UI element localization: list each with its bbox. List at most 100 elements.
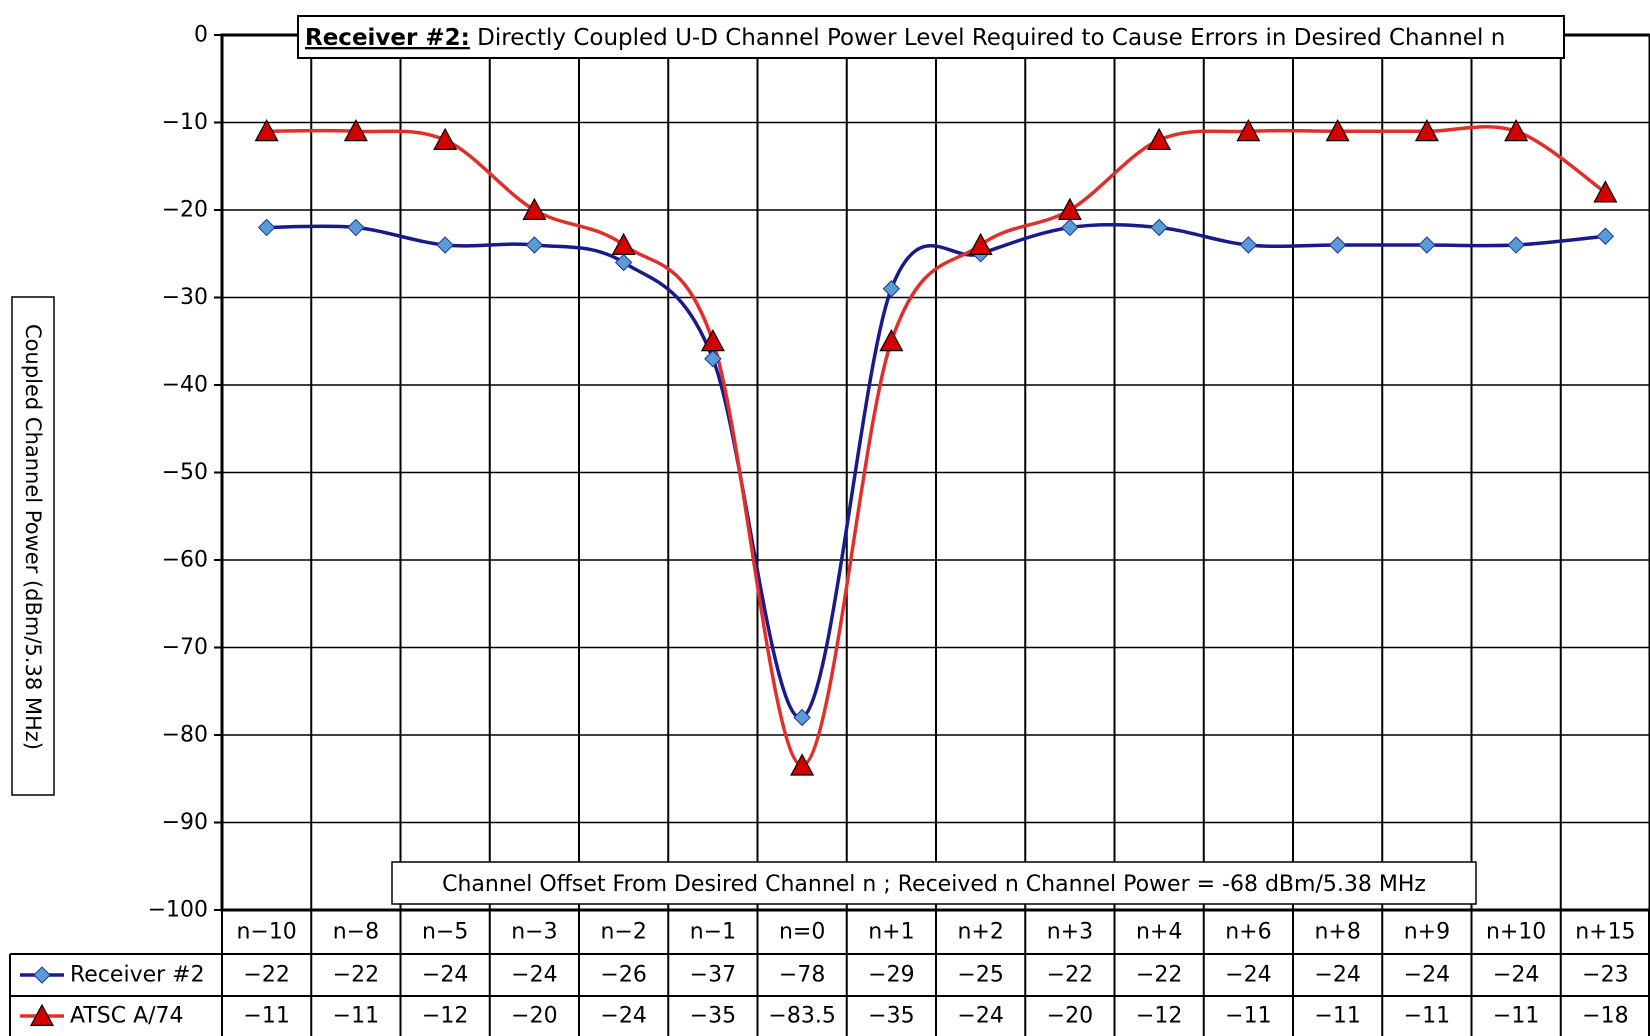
y-tick-label: −40	[162, 373, 208, 398]
y-tick-label: −20	[162, 198, 208, 223]
data-table-values: −22 −22 −24 −24 −26 −37 −78 −29 −25 −22 −22 −24 −24 −…	[243, 963, 1628, 1029]
x-tick-label: n−10	[236, 920, 296, 945]
series-0-point	[1239, 236, 1258, 254]
data-label: −83.5	[768, 1004, 835, 1029]
series-0-point	[704, 350, 722, 368]
series-0-point	[525, 236, 544, 254]
y-tick-label: −10	[162, 110, 208, 135]
series-0-point	[1150, 218, 1168, 237]
y-tick-label: 0	[194, 23, 208, 48]
y-axis-label-box: Coupled Channel Power (dBm/5.38 MHz)	[11, 296, 55, 796]
series-1-point	[879, 328, 904, 352]
series-0-point	[1418, 236, 1436, 254]
data-label: −24	[1493, 963, 1539, 988]
data-label: −24	[1404, 963, 1450, 988]
series-1-point	[968, 232, 993, 255]
data-label: −24	[511, 963, 557, 988]
data-label: −20	[511, 1004, 557, 1029]
series-0-point	[1061, 218, 1079, 237]
series-0-point	[257, 218, 276, 237]
data-label: −11	[243, 1004, 289, 1029]
x-tick-label: n+6	[1225, 920, 1271, 945]
x-tick-label: n+9	[1404, 920, 1450, 945]
data-label: −35	[690, 1004, 736, 1029]
data-label: −23	[1582, 963, 1628, 988]
data-label: −24	[1314, 963, 1360, 988]
x-tick-label: n−2	[600, 920, 646, 945]
x-tick-label: n−8	[333, 920, 379, 945]
x-tick-label: n+4	[1136, 920, 1182, 945]
series-1-point	[1414, 118, 1439, 142]
series-1-point	[1147, 127, 1172, 150]
data-label: −20	[1047, 1004, 1093, 1029]
data-label: −24	[1225, 963, 1271, 988]
data-label: −12	[422, 1004, 468, 1029]
series-1-point	[700, 328, 725, 352]
data-label: −22	[243, 963, 289, 988]
data-label: −22	[1136, 963, 1182, 988]
series-0-point	[1507, 236, 1525, 254]
y-tick-label: −30	[162, 285, 208, 310]
series-0-point	[436, 236, 454, 254]
data-label: −11	[1314, 1004, 1360, 1029]
data-label: −11	[1404, 1004, 1450, 1029]
data-label: −24	[957, 1004, 1003, 1029]
series-0-point	[882, 280, 901, 298]
x-tick-label: n−3	[511, 920, 557, 945]
chart-title-box: Receiver #2: Directly Coupled U-D Channe…	[297, 15, 1565, 59]
series-0-point	[347, 218, 365, 237]
x-tick-label: n+3	[1047, 920, 1093, 945]
series-0-point	[793, 708, 811, 727]
x-tick-label: n+10	[1486, 920, 1546, 945]
series-1-point	[1236, 118, 1261, 142]
chart-title: Receiver #2: Directly Coupled U-D Channe…	[305, 25, 1505, 51]
data-table-categories: n−10 n−8 n−5 n−3 n−2 n−1 n=0 n+1 n+2 n+3 n+4 n+6 n+8…	[236, 920, 1635, 945]
y-tick-label: −90	[162, 810, 208, 835]
chart-title-bold: Receiver #2:	[305, 25, 470, 51]
x-tick-label: n=0	[779, 920, 825, 945]
series-markers	[254, 118, 1618, 776]
y-tick-label: −60	[162, 548, 208, 573]
x-tick-label: n+15	[1575, 920, 1635, 945]
series-1-point	[1593, 180, 1618, 203]
x-axis-label: Channel Offset From Desired Channel n ; …	[442, 872, 1426, 897]
series-1-point	[254, 118, 279, 142]
y-tick-label: −50	[162, 460, 208, 485]
y-axis-ticks: 0 −10 −20 −30 −40 −50 −60 −70 −80 −90 −100	[148, 23, 222, 923]
x-tick-label: n−5	[422, 920, 468, 945]
data-label: −18	[1582, 1004, 1628, 1029]
y-tick-label: −70	[162, 635, 208, 660]
data-label: −24	[422, 963, 468, 988]
x-tick-label: n−1	[690, 920, 736, 945]
series-0-point	[1596, 227, 1615, 245]
data-table-legend: Receiver #2 ATSC A/74	[20, 963, 205, 1029]
data-label: −11	[1225, 1004, 1271, 1029]
series-1-point	[790, 753, 815, 776]
data-label: −29	[868, 963, 914, 988]
y-axis-label: Coupled Channel Power (dBm/5.38 MHz)	[21, 324, 45, 750]
series-1-point	[433, 127, 458, 150]
data-label: −35	[868, 1004, 914, 1029]
data-label: −37	[690, 963, 736, 988]
series-1-point	[1057, 197, 1082, 220]
x-tick-label: n+8	[1314, 920, 1360, 945]
legend-marker-1	[29, 1003, 55, 1026]
data-table-grid	[9, 910, 1650, 1036]
series-0-point	[1328, 236, 1347, 254]
chart-title-rest: Directly Coupled U-D Channel Power Level…	[470, 25, 1505, 51]
series-0-point	[614, 253, 633, 272]
legend-marker-0	[33, 966, 51, 984]
data-label: −22	[333, 963, 379, 988]
y-tick-label: −80	[162, 723, 208, 748]
data-label: −12	[1136, 1004, 1182, 1029]
data-label: −78	[779, 963, 825, 988]
data-label: −11	[333, 1004, 379, 1029]
x-tick-label: n+2	[957, 920, 1003, 945]
series-1-point	[522, 197, 547, 220]
series-1-point	[343, 118, 368, 142]
data-label: −25	[957, 963, 1003, 988]
data-label: −11	[1493, 1004, 1539, 1029]
x-axis-label-box: Channel Offset From Desired Channel n ; …	[391, 861, 1477, 905]
data-label: −22	[1047, 963, 1093, 988]
